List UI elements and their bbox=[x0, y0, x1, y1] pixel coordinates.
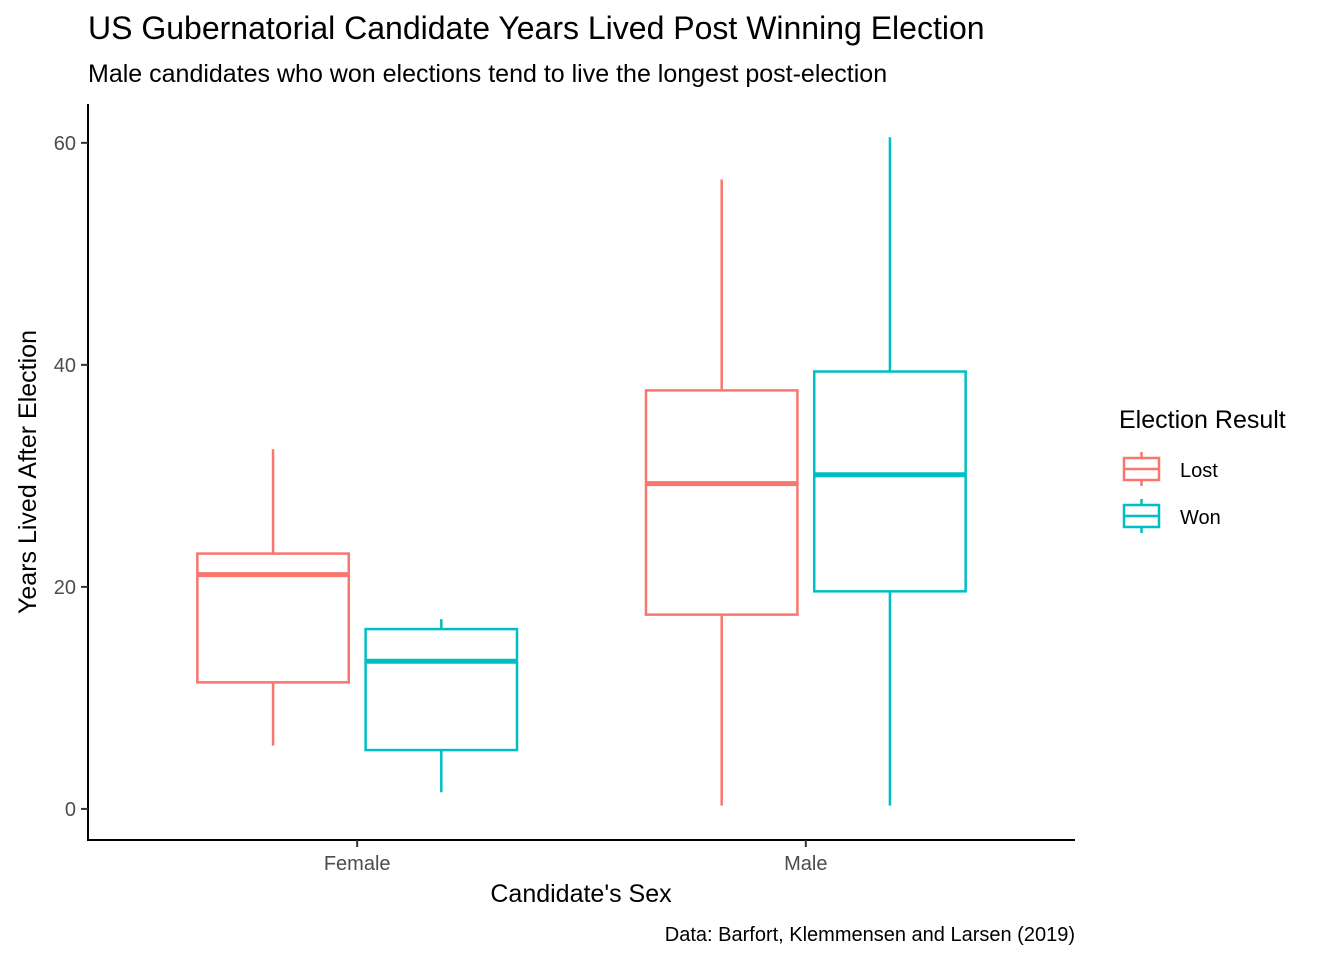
x-tick-label: Female bbox=[324, 853, 391, 875]
chart-caption: Data: Barfort, Klemmensen and Larsen (20… bbox=[665, 924, 1075, 946]
box bbox=[644, 389, 799, 616]
y-axis-title: Years Lived After Election bbox=[14, 330, 42, 614]
chart-title: US Gubernatorial Candidate Years Lived P… bbox=[88, 10, 985, 46]
plot-area bbox=[196, 137, 967, 806]
legend-key-lost bbox=[1122, 452, 1161, 486]
y-tick-label: 0 bbox=[65, 799, 76, 821]
x-tick-label: Male bbox=[784, 853, 827, 875]
y-tick-label: 40 bbox=[54, 355, 76, 377]
boxplot-lost-male bbox=[644, 179, 799, 806]
boxplot-lost-female bbox=[196, 449, 351, 746]
boxplot-won-female bbox=[364, 619, 519, 793]
x-axis-title: Candidate's Sex bbox=[490, 880, 672, 908]
boxplot-won-male bbox=[812, 137, 967, 806]
legend-title: Election Result bbox=[1119, 406, 1286, 434]
legend: Election Result Lost Won bbox=[1119, 406, 1286, 533]
y-axis-ticks: 0 20 40 60 bbox=[54, 133, 88, 821]
y-tick-label: 20 bbox=[54, 577, 76, 599]
legend-label: Won bbox=[1180, 507, 1221, 529]
legend-label: Lost bbox=[1180, 460, 1218, 482]
y-tick-label: 60 bbox=[54, 133, 76, 155]
legend-key-won bbox=[1122, 499, 1161, 533]
x-axis-ticks: Female Male bbox=[324, 840, 827, 875]
box bbox=[812, 370, 967, 593]
chart-subtitle: Male candidates who won elections tend t… bbox=[88, 60, 887, 88]
box bbox=[364, 627, 519, 752]
